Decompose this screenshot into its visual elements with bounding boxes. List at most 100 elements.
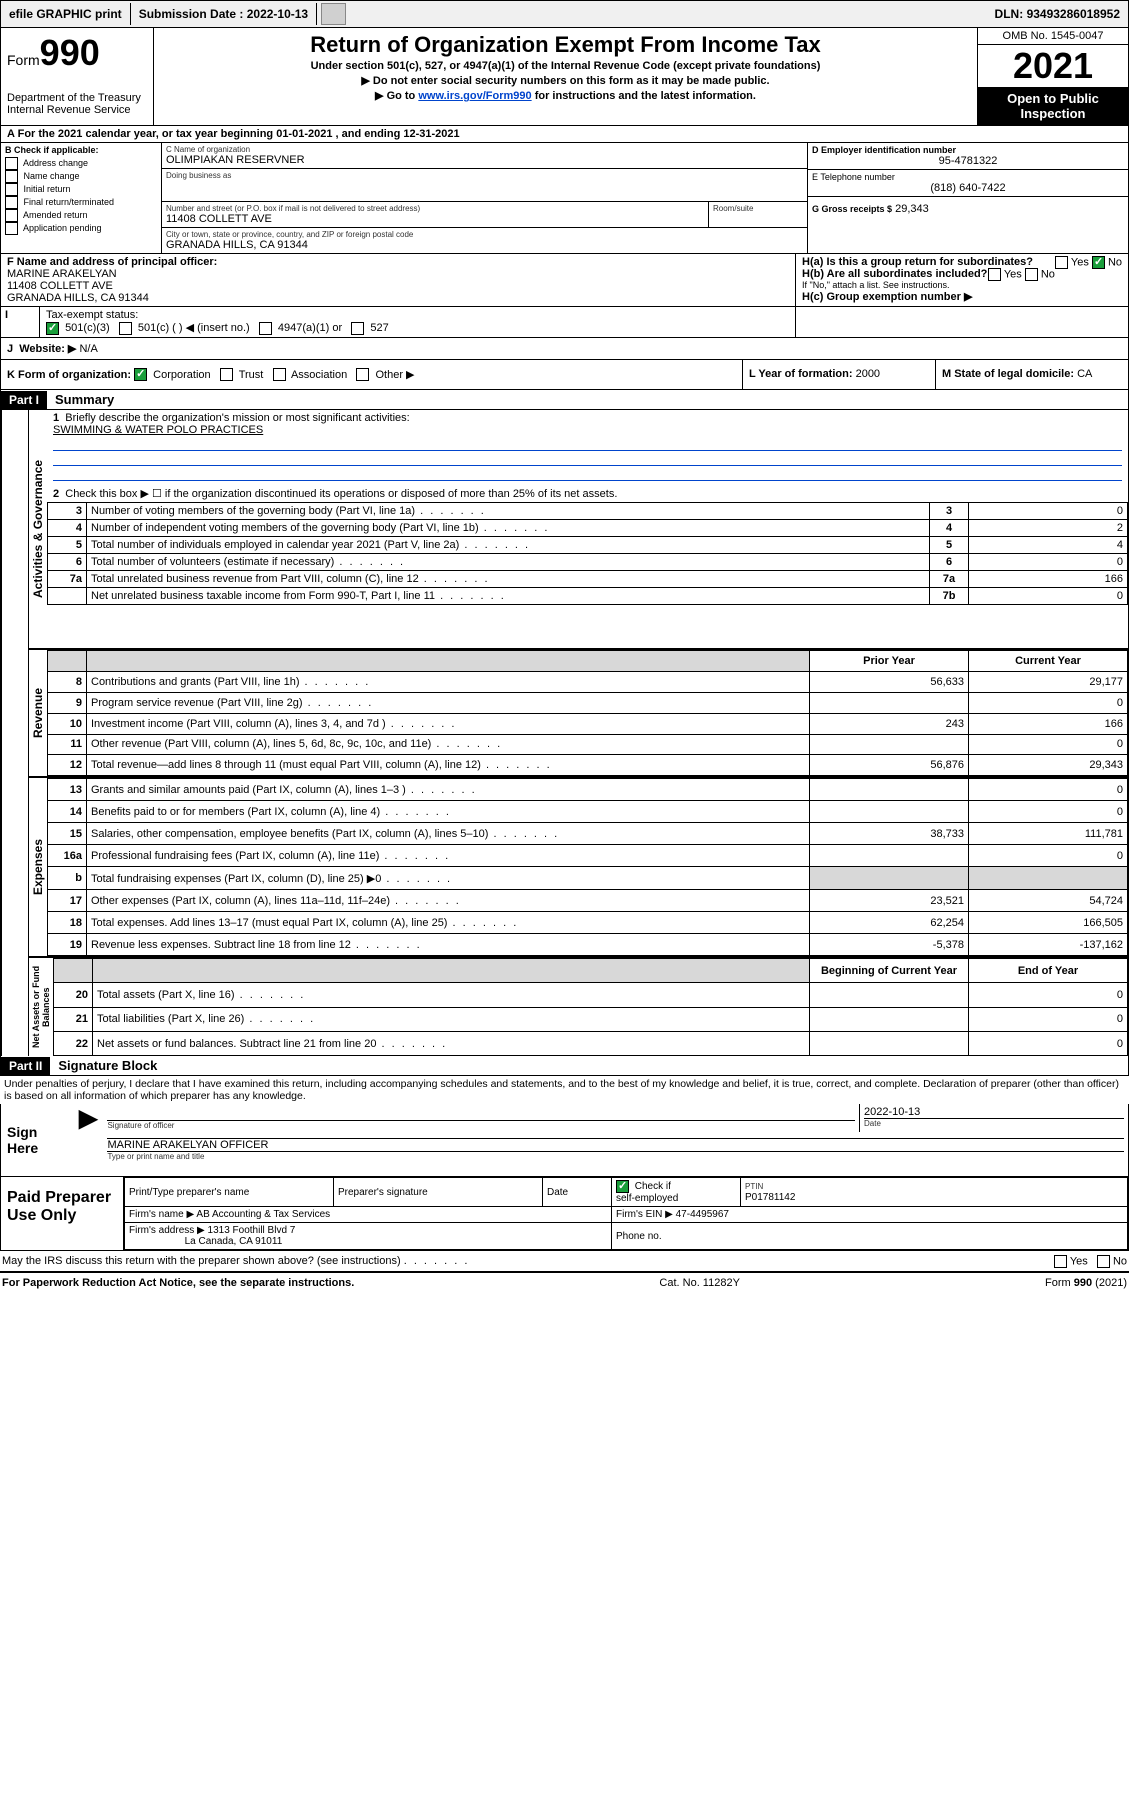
l-value: 2000 [856,368,880,380]
part1-title: Summary [47,390,122,409]
ptin-cell: PTINP01781142 [741,1178,1128,1207]
table-row: 16aProfessional fundraising fees (Part I… [48,845,1128,867]
irs-link[interactable]: www.irs.gov/Form990 [418,90,531,102]
addr-value: 11408 COLLETT AVE [166,213,704,225]
ha-row: H(a) Is this a group return for subordin… [802,256,1122,268]
f-block: F Name and address of principal officer:… [1,254,796,306]
d-label: D Employer identification number [812,145,1124,155]
k-opt-0: Corporation [153,369,210,381]
firm-addr1: 1313 Foothill Blvd 7 [208,1225,296,1236]
hb-row: H(b) Are all subordinates included? Yes … [802,268,1122,280]
firm-ein-cell: Firm's EIN ▶ 47-4495967 [612,1207,1128,1223]
k-label: K Form of organization: [7,369,131,381]
dln-label: DLN: [995,7,1024,21]
table-row: 17Other expenses (Part IX, column (A), l… [48,890,1128,912]
paperwork-notice: For Paperwork Reduction Act Notice, see … [2,1277,354,1289]
b-checkbox[interactable] [5,222,18,235]
d-value: 95-4781322 [812,155,1124,167]
j-label: J Website: ▶ [7,343,76,355]
k-block: K Form of organization: Corporation Trus… [1,360,743,390]
table-row: 21Total liabilities (Part X, line 26)0 [54,1007,1128,1031]
dept-label: Department of the TreasuryInternal Reven… [7,92,147,116]
tax-year: 2021 [978,45,1128,87]
h-note: If "No," attach a list. See instructions… [802,280,1122,290]
side-activities: Activities & Governance [28,410,47,648]
sig-date-value: 2022-10-13 [864,1106,1124,1118]
footer: For Paperwork Reduction Act Notice, see … [0,1273,1129,1293]
declaration-text: Under penalties of perjury, I declare th… [0,1076,1129,1104]
bcde-row: B Check if applicable: Address change Na… [1,143,1128,253]
i-501c-checkbox[interactable] [119,322,132,335]
prep-sig-label: Preparer's signature [334,1178,543,1207]
header-left: Form990 Department of the TreasuryIntern… [1,28,154,125]
expenses-table: 13Grants and similar amounts paid (Part … [47,778,1128,956]
f-addr1: 11408 COLLETT AVE [7,280,113,292]
q2-label: Check this box ▶ ☐ if the organization d… [65,488,617,500]
i-527-checkbox[interactable] [351,322,364,335]
col-b: B Check if applicable: Address change Na… [1,143,162,253]
line-a: A For the 2021 calendar year, or tax yea… [1,126,1128,143]
dln-value: 93493286018952 [1027,7,1120,21]
q2-block: 2 Check this box ▶ ☐ if the organization… [47,485,1128,502]
table-row: 5Total number of individuals employed in… [48,537,1128,554]
self-employed-checkbox[interactable] [616,1180,629,1193]
i-opt-0: 501(c)(3) [65,322,110,334]
i-block: Tax-exempt status: 501(c)(3) 501(c) ( ) … [40,307,796,337]
addr-label: Number and street (or P.O. box if mail i… [166,204,704,213]
subtitle-1: Under section 501(c), 527, or 4947(a)(1)… [160,60,971,72]
blank-button-1[interactable] [321,3,346,25]
hb-yes-checkbox[interactable] [988,268,1001,281]
i-501c3-checkbox[interactable] [46,322,59,335]
k-other-checkbox[interactable] [356,368,369,381]
m-label: M State of legal domicile: [942,368,1074,380]
b-checkbox[interactable] [5,196,18,209]
klm-row: K Form of organization: Corporation Trus… [1,360,1128,390]
form-number: 990 [40,32,100,73]
f-name: MARINE ARAKELYAN [7,268,117,280]
ha-yes-checkbox[interactable] [1055,256,1068,269]
subtitle-2: Do not enter social security numbers on … [160,74,971,87]
i-marker: I [1,307,40,337]
b-checkbox[interactable] [5,157,18,170]
dba-label: Doing business as [166,171,803,180]
b-checkbox[interactable] [5,170,18,183]
k-corp-checkbox[interactable] [134,368,147,381]
l-block: L Year of formation: 2000 [743,360,936,390]
ij-row: I Tax-exempt status: 501(c)(3) 501(c) ( … [1,307,1128,337]
table-row: 14Benefits paid to or for members (Part … [48,801,1128,823]
part1-header: Part I Summary [0,390,1129,410]
phone-cell: Phone no. [612,1223,1128,1250]
submission-date-label: Submission Date : [139,7,244,21]
b-checkbox[interactable] [5,209,18,222]
sign-here-label: Sign Here [1,1104,73,1176]
discuss-yes-checkbox[interactable] [1054,1255,1067,1268]
ha-no-checkbox[interactable] [1092,256,1105,269]
k-opt-2: Association [291,369,347,381]
signature-block: Sign Here ▶ Signature of officer 2022-10… [0,1104,1129,1177]
hb-no-checkbox[interactable] [1025,268,1038,281]
i-4947-checkbox[interactable] [259,322,272,335]
b-checkbox-item: Address change [5,157,157,170]
table-row: 10Investment income (Part VIII, column (… [48,713,1128,734]
k-assoc-checkbox[interactable] [273,368,286,381]
table-row: 4Number of independent voting members of… [48,520,1128,537]
submission-date-cell: Submission Date : 2022-10-13 [131,3,317,25]
form-word: Form [7,52,40,68]
i-opt-2: 4947(a)(1) or [278,322,342,334]
table-row: 8Contributions and grants (Part VIII, li… [48,672,1128,693]
l-label: L Year of formation: [749,368,853,380]
b-checkbox-item: Initial return [5,183,157,196]
table-row: Net unrelated business taxable income fr… [48,588,1128,605]
sign-arrow-icon: ▶ [73,1104,103,1176]
part2-header: Part II Signature Block [0,1056,1129,1076]
paid-preparer-label: Paid Preparer Use Only [1,1177,124,1250]
m-value: CA [1077,368,1092,380]
b-checkbox[interactable] [5,183,18,196]
revenue-table: Prior YearCurrent Year8Contributions and… [47,650,1128,776]
part2-title: Signature Block [50,1056,165,1075]
side-net: Net Assets or Fund Balances [28,958,53,1056]
ha-label: H(a) Is this a group return for subordin… [802,256,1033,268]
k-trust-checkbox[interactable] [220,368,233,381]
discuss-no-checkbox[interactable] [1097,1255,1110,1268]
sub3-pre: Go to [387,90,419,102]
